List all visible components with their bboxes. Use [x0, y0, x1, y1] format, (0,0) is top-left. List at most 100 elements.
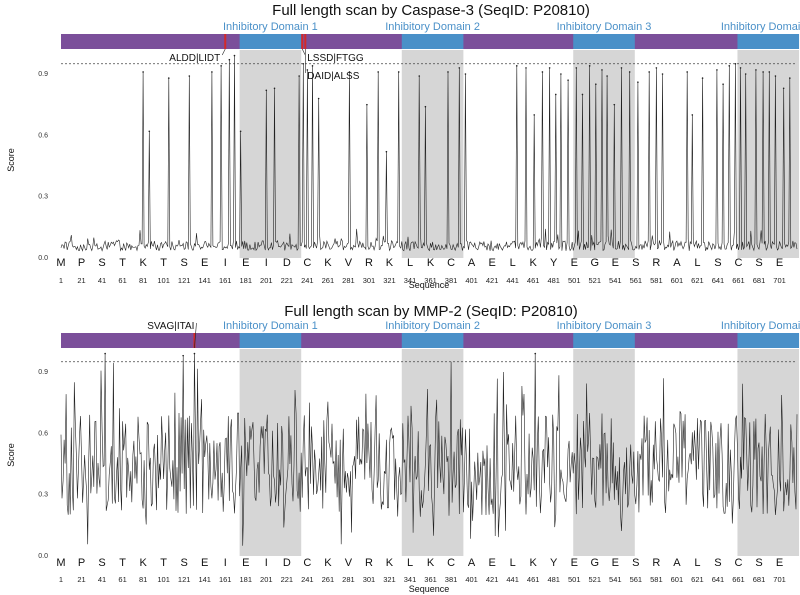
sequence-letter: E [242, 257, 249, 269]
peak-point [762, 71, 764, 73]
sequence-letter: Y [550, 557, 558, 569]
cleavage-marker [224, 34, 227, 49]
peak-point [716, 69, 718, 71]
sequence-letter: K [530, 557, 538, 569]
x-tick-label: 81 [139, 575, 147, 584]
x-tick-label: 641 [712, 575, 725, 584]
peak-point [239, 130, 242, 133]
sequence-letter: R [365, 557, 373, 569]
peak-point [768, 71, 771, 73]
peak-point [601, 69, 603, 71]
y-tick-label: 0.9 [38, 71, 48, 78]
sequence-letter: Y [550, 257, 558, 269]
sequence-letter: I [224, 257, 227, 269]
x-tick-label: 161 [219, 575, 232, 584]
peak-point [193, 352, 196, 355]
x-tick-label: 1 [59, 575, 63, 584]
x-tick-label: 401 [465, 276, 478, 285]
cleavage-label: DAID|ALSS [307, 71, 359, 82]
cleavage-label: ALDD|LIDT [169, 53, 220, 64]
peak-point [774, 75, 777, 77]
sequence-letter: L [694, 257, 700, 269]
sequence-letter: S [98, 557, 105, 569]
sequence-letter: C [447, 557, 455, 569]
sequence-letter: T [160, 557, 167, 569]
sequence-letter: C [447, 257, 455, 269]
sequence-letter: C [303, 257, 311, 269]
x-tick-label: 581 [650, 276, 663, 285]
sequence-letter: R [365, 257, 373, 269]
sequence-letter: E [571, 257, 578, 269]
sequence-letter: E [201, 557, 208, 569]
x-tick-label: 161 [219, 276, 232, 285]
x-tick-label: 621 [691, 276, 704, 285]
x-tick-label: 1 [59, 276, 63, 285]
peak-point [691, 114, 694, 116]
domain-block [239, 333, 302, 348]
peak-point [541, 71, 544, 73]
peak-point [233, 54, 236, 57]
domain-shade [573, 50, 635, 258]
sequence-letter: T [119, 257, 126, 269]
sequence-letter: E [776, 557, 783, 569]
sequence-letter: I [265, 557, 268, 569]
x-tick-label: 201 [260, 276, 273, 285]
sequence-letter: R [652, 557, 660, 569]
x-tick-label: 81 [139, 276, 147, 285]
x-tick-label: 701 [773, 276, 786, 285]
domain-label: Inhibitory Domain 4 [721, 320, 800, 332]
peak-point [782, 87, 785, 90]
peak-point [211, 71, 213, 73]
peak-point [739, 67, 742, 69]
x-tick-label: 681 [753, 276, 766, 285]
x-tick-label: 381 [445, 575, 458, 584]
peak-point [228, 58, 231, 61]
sequence-letter: K [386, 557, 394, 569]
sequence-letter: I [224, 557, 227, 569]
sequence-letter: L [407, 557, 413, 569]
x-tick-label: 21 [77, 575, 85, 584]
sequence-letter: A [468, 257, 476, 269]
sequence-letter: K [427, 257, 435, 269]
x-tick-label: 221 [281, 276, 294, 285]
sequence-letter: K [530, 257, 538, 269]
score-trace [60, 55, 798, 252]
domain-block [401, 34, 464, 49]
x-tick-label: 241 [301, 575, 314, 584]
peak-point [142, 71, 144, 73]
peak-point [554, 93, 557, 96]
cleavage-leader [194, 322, 197, 349]
sequence-letter: K [324, 557, 332, 569]
domain-label: Inhibitory Domain 1 [223, 320, 318, 332]
x-tick-label: 121 [178, 575, 191, 584]
peak-point [458, 67, 461, 69]
cleavage-label: SVAG|ITAI [147, 321, 194, 332]
peak-point [595, 83, 597, 86]
sequence-letter: E [612, 557, 619, 569]
x-tick-label: 181 [240, 575, 253, 584]
sequence-letter: S [714, 557, 721, 569]
x-tick-label: 561 [630, 276, 643, 285]
x-tick-label: 701 [773, 575, 786, 584]
x-tick-label: 321 [383, 575, 396, 584]
x-tick-label: 121 [178, 276, 191, 285]
x-tick-label: 41 [98, 276, 106, 285]
peak-point [588, 65, 591, 67]
x-tick-label: 141 [198, 575, 211, 584]
sequence-letter: M [56, 557, 65, 569]
x-axis-label: Sequence [409, 584, 450, 594]
score-trace [60, 353, 798, 546]
x-tick-label: 461 [527, 276, 540, 285]
sequence-letter: E [201, 257, 208, 269]
sequence-letter: D [283, 557, 291, 569]
peak-point [306, 69, 309, 71]
sequence-letter: K [139, 557, 147, 569]
sequence-letter: R [652, 257, 660, 269]
x-tick-label: 481 [547, 575, 560, 584]
sequence-letter: K [139, 257, 147, 269]
sequence-letter: A [673, 557, 681, 569]
peak-point [637, 81, 639, 83]
chart-title: Full length scan by MMP-2 (SeqID: P20810… [284, 303, 577, 320]
sequence-letter: S [181, 257, 188, 269]
domain-block [401, 333, 464, 348]
